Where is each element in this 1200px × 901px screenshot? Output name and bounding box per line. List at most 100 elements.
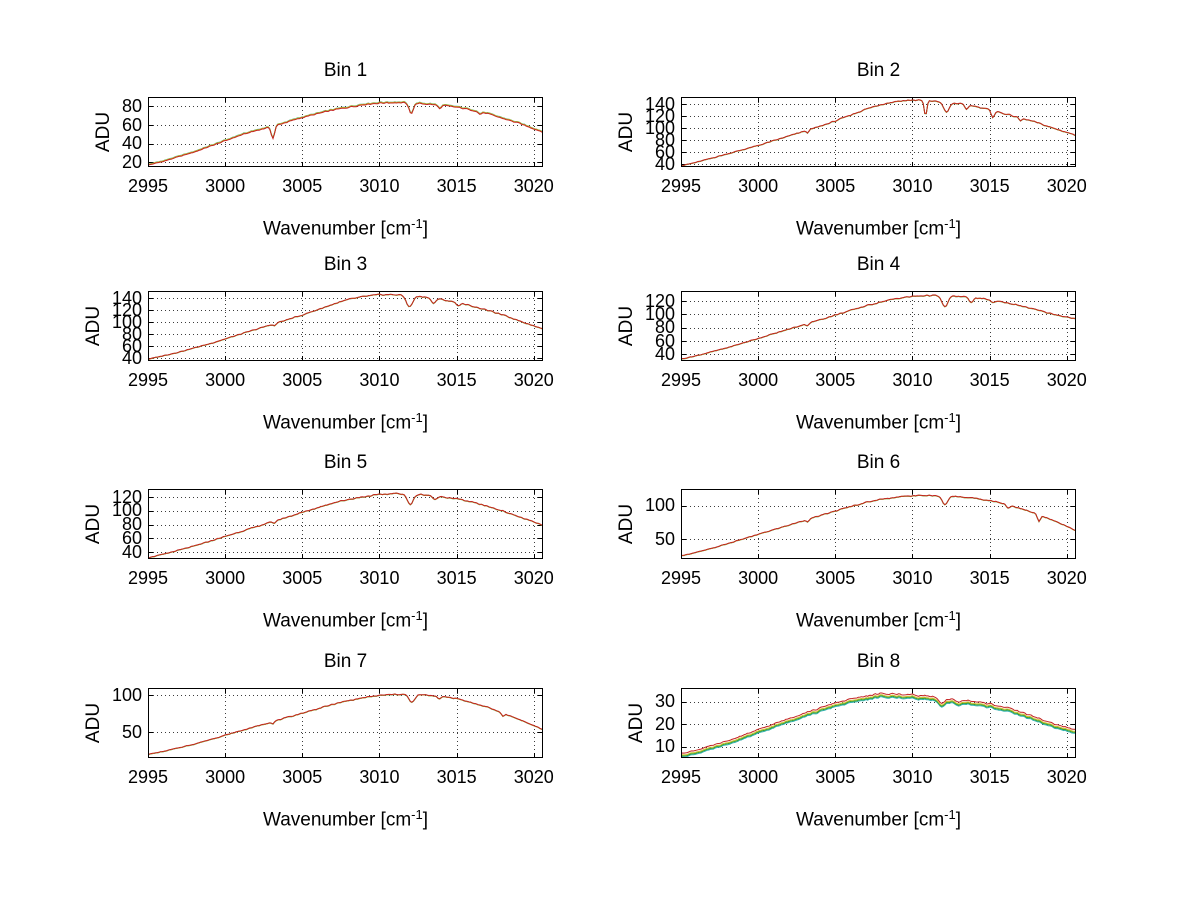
axes-box: [681, 489, 1076, 559]
x-axis-label-text: Wavenumber [cm: [262, 610, 412, 632]
x-tick-label: 3020: [1046, 370, 1087, 390]
x-tick-label: 3015: [969, 568, 1010, 588]
trace-green: [681, 99, 1076, 167]
y-tick-label: 60: [121, 114, 142, 135]
x-axis-label-bracket: ]: [955, 218, 961, 240]
plot-area-bin-5: [148, 489, 543, 559]
y-tick-label: 80: [121, 95, 142, 116]
x-tick-label: 3015: [436, 370, 477, 390]
x-tick-label: 2995: [660, 176, 702, 196]
y-tick-label: 120: [644, 290, 675, 311]
trace-green: [148, 693, 543, 756]
x-tick-label: 3020: [513, 767, 554, 787]
x-axis-label-exponent: -1: [944, 410, 956, 425]
x-tick-label: 2995: [660, 370, 702, 390]
y-tick-label: 80: [121, 323, 142, 344]
y-tick-label: 50: [121, 721, 142, 742]
x-axis-label: Wavenumber [cm-1]: [148, 406, 543, 434]
x-tick-label: 2995: [660, 767, 702, 787]
y-tick-label: 60: [654, 330, 675, 351]
plot-title: Bin 7: [323, 651, 368, 672]
y-tick-label: 100: [644, 495, 675, 516]
trace-cyan: [681, 99, 1076, 167]
axes-box: [148, 688, 543, 758]
y-tick-label: 50: [654, 528, 675, 549]
x-axis-label: Wavenumber [cm-1]: [681, 406, 1076, 434]
x-axis-label-exponent: -1: [944, 216, 956, 231]
y-tick-label: 40: [654, 153, 675, 174]
plot-area-bin-1: [148, 97, 543, 167]
trace-green: [681, 494, 1076, 557]
x-tick-label: 3010: [359, 568, 400, 588]
x-axis-label-text: Wavenumber [cm: [262, 218, 412, 240]
x-tick-label: 3005: [815, 767, 856, 787]
trace-yellow: [681, 99, 1076, 167]
plot-title: Bin 3: [323, 254, 368, 275]
axes-box: [148, 489, 543, 559]
y-tick-label: 140: [644, 93, 675, 114]
x-tick-label: 3020: [1046, 767, 1087, 787]
y-tick-label: 60: [654, 141, 675, 162]
plot-title: Bin 1: [323, 60, 368, 81]
x-tick-label: 3000: [738, 767, 779, 787]
x-tick-label: 3020: [513, 176, 554, 196]
trace-red: [681, 99, 1076, 167]
x-axis-label-exponent: -1: [944, 608, 956, 623]
x-axis-label-text: Wavenumber [cm: [262, 809, 412, 831]
x-tick-label: 2995: [660, 568, 702, 588]
y-tick-label: 60: [121, 527, 142, 548]
x-axis-label-exponent: -1: [411, 608, 423, 623]
x-axis-label-bracket: ]: [955, 809, 961, 831]
trace-green: [148, 293, 543, 360]
x-tick-label: 3010: [892, 568, 933, 588]
plot-title: Bin 4: [856, 254, 901, 275]
y-tick-label: 120: [111, 299, 142, 320]
x-axis-label: Wavenumber [cm-1]: [148, 604, 543, 632]
x-tick-label: 3020: [1046, 568, 1087, 588]
x-axis-label-text: Wavenumber [cm: [795, 809, 945, 831]
trace-red: [148, 492, 543, 559]
y-tick-label: 100: [111, 684, 142, 705]
x-tick-label: 3000: [205, 176, 246, 196]
axes-box: [681, 688, 1076, 758]
y-tick-label: 120: [111, 486, 142, 507]
x-tick-label: 3000: [205, 370, 246, 390]
x-axis-label: Wavenumber [cm-1]: [681, 803, 1076, 831]
plot-title: Bin 2: [856, 60, 901, 81]
x-tick-label: 3000: [205, 568, 246, 588]
trace-yellow: [681, 694, 1076, 756]
x-axis-label-bracket: ]: [955, 412, 961, 434]
x-axis-label-exponent: -1: [411, 216, 423, 231]
plot-area-bin-8: [681, 688, 1076, 758]
y-tick-label: 30: [654, 691, 675, 712]
x-tick-label: 3000: [205, 767, 246, 787]
x-tick-label: 3015: [436, 176, 477, 196]
x-tick-label: 3000: [738, 370, 779, 390]
trace-red: [148, 693, 543, 756]
plot-area-bin-2: [681, 97, 1076, 167]
trace-yellow: [681, 494, 1076, 557]
y-tick-label: 40: [121, 133, 142, 154]
x-axis-label-bracket: ]: [422, 412, 428, 434]
trace-red: [148, 101, 543, 166]
trace-yellow: [148, 293, 543, 360]
trace-cyan: [681, 696, 1076, 758]
x-tick-label: 3010: [359, 767, 400, 787]
x-axis-label-bracket: ]: [955, 610, 961, 632]
trace-red: [681, 692, 1076, 754]
x-tick-label: 3010: [892, 176, 933, 196]
x-tick-label: 3015: [969, 370, 1010, 390]
y-tick-label: 60: [121, 335, 142, 356]
y-tick-label: 80: [121, 514, 142, 535]
trace-cyan: [148, 100, 543, 165]
y-tick-label: 100: [644, 117, 675, 138]
x-tick-label: 3005: [282, 176, 323, 196]
trace-red: [681, 494, 1076, 556]
x-axis-label: Wavenumber [cm-1]: [681, 212, 1076, 240]
x-tick-label: 3010: [359, 176, 400, 196]
x-axis-label: Wavenumber [cm-1]: [681, 604, 1076, 632]
plot-area-bin-7: [148, 688, 543, 758]
x-tick-label: 3000: [738, 176, 779, 196]
trace-red: [681, 294, 1076, 360]
x-tick-label: 3020: [513, 370, 554, 390]
